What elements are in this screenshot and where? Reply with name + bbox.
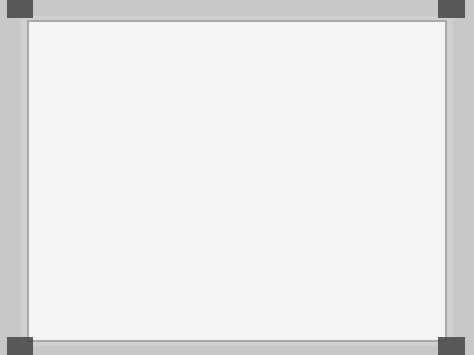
Text: H: H	[77, 127, 84, 137]
Text: C: C	[275, 157, 283, 167]
Text: H: H	[246, 157, 254, 167]
Text: 2) arrangement: 2) arrangement	[45, 64, 142, 77]
Text: H: H	[381, 157, 389, 167]
Text: H: H	[317, 187, 324, 197]
Text: H: H	[160, 127, 168, 137]
Text: O: O	[354, 157, 362, 167]
Text: H bonding: H bonding	[358, 89, 412, 99]
Text: dipole-dipole: dipole-dipole	[78, 211, 155, 224]
Text: H: H	[317, 127, 324, 137]
Text: C: C	[160, 157, 168, 167]
Text: H: H	[275, 127, 283, 137]
Text: O: O	[118, 157, 127, 167]
Text: H: H	[189, 157, 197, 167]
Text: H: H	[275, 187, 283, 197]
Text: 1) atoms of particular elements: 1) atoms of particular elements	[45, 38, 239, 51]
FancyArrow shape	[392, 131, 418, 160]
Text: C: C	[317, 157, 324, 167]
Text: H: H	[47, 157, 55, 167]
Text: H: H	[77, 187, 84, 197]
Text: H: H	[160, 187, 168, 197]
Text: C: C	[77, 157, 84, 167]
